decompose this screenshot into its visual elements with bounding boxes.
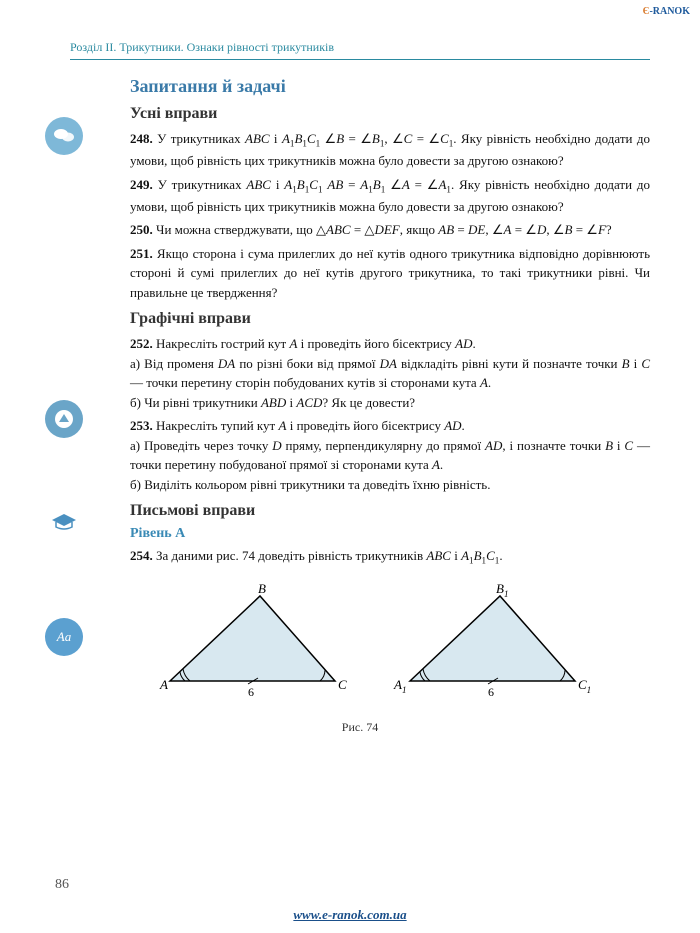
problem-254: 254. За даними рис. 74 доведіть рівність… [130,546,650,568]
problem-text: Накресліть гострий кут A і проведіть йог… [130,336,650,410]
label-B1: B1 [496,581,508,599]
problem-text: У трикутниках ABC і A1B1C1 ∠B = ∠B1, ∠C … [130,131,650,168]
problem-num: 250. [130,222,153,237]
problem-text: За даними рис. 74 доведіть рівність трик… [156,548,503,563]
problem-num: 251. [130,246,153,261]
problem-text: Якщо сторона і сума прилеглих до неї кут… [130,246,650,300]
figure-74: A B C 6 A1 B1 C1 6 Рис. 74 [130,581,590,735]
watermark: Є-RANOK [643,6,690,17]
label-C1: C1 [578,677,591,695]
watermark-text: -RANOK [649,6,690,17]
label-side-2: 6 [488,685,494,699]
graphic-title: Графічні вправи [130,310,650,328]
problem-251: 251. Якщо сторона і сума прилеглих до не… [130,244,650,303]
label-B: B [258,581,266,596]
problem-num: 248. [130,131,153,146]
problem-num: 252. [130,336,153,351]
problem-249: 249. У трикутниках ABC і A1B1C1 AB = A1B… [130,175,650,217]
main-title: Запитання й задачі [130,76,650,97]
label-C: C [338,677,347,692]
graphic-icon [45,400,83,438]
page-number: 86 [55,877,69,893]
aa-icon: Aa [45,618,83,656]
label-A1: A1 [393,677,406,695]
label-A: A [159,677,168,692]
written-title: Письмові вправи [130,502,650,520]
chapter-header: Розділ II. Трикутники. Ознаки рівності т… [70,40,650,60]
footer-link[interactable]: www.e-ranok.com.ua [0,907,700,923]
hat-icon [50,510,78,534]
problem-text: Чи можна стверджувати, що △ABC = △DEF, я… [156,222,612,237]
problem-num: 253. [130,418,153,433]
problem-250: 250. Чи можна стверджувати, що △ABC = △D… [130,220,650,240]
label-side-1: 6 [248,685,254,699]
page-content: Розділ II. Трикутники. Ознаки рівності т… [0,0,700,759]
problem-248: 248. У трикутниках ABC і A1B1C1 ∠B = ∠B1… [130,129,650,171]
problem-252: 252. Накресліть гострий кут A і проведіт… [130,334,650,412]
figure-caption: Рис. 74 [130,720,590,735]
triangles-svg: A B C 6 A1 B1 C1 6 [130,581,630,711]
problem-num: 249. [130,177,153,192]
problem-text: У трикутниках ABC і A1B1C1 AB = A1B1 ∠A … [130,177,650,214]
problem-text: Накресліть тупий кут A і проведіть його … [130,418,650,492]
oral-title: Усні вправи [130,105,650,123]
problem-num: 254. [130,548,153,563]
speech-icon [45,117,83,155]
level-a-title: Рівень А [130,526,650,542]
problem-253: 253. Накресліть тупий кут A і проведіть … [130,416,650,494]
